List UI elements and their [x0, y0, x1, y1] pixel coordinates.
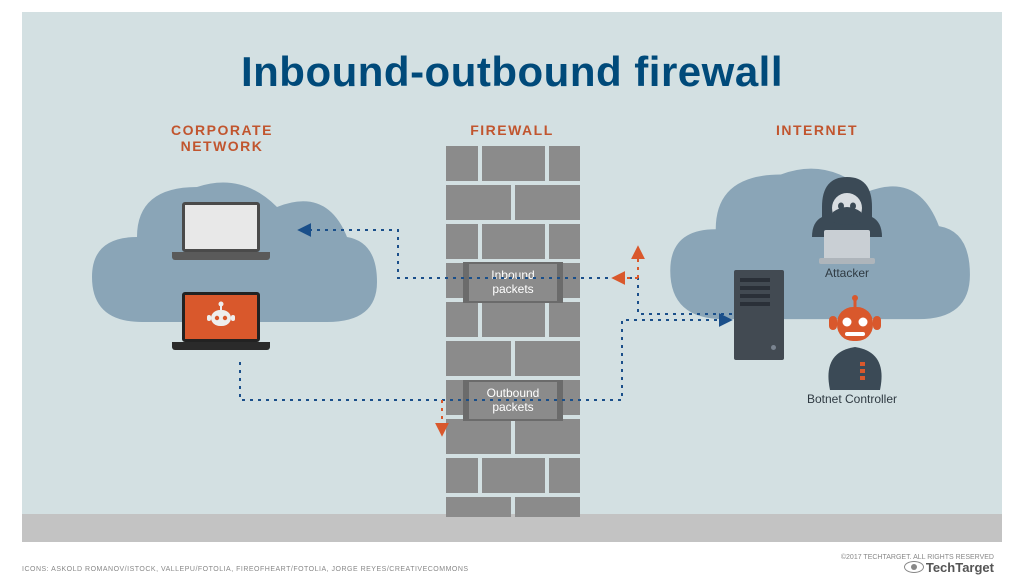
diagram-canvas: Inbound-outbound firewall CORPORATE NETW… [22, 12, 1002, 542]
footer-brand: TechTarget [904, 560, 994, 575]
eye-icon [904, 561, 924, 573]
laptop-clean-icon [182, 202, 270, 260]
botnet-controller-icon [810, 292, 900, 397]
server-icon [734, 270, 784, 360]
ground-strip [22, 514, 1002, 542]
outbound-packets-label: Outbound packets [463, 380, 563, 421]
brand-text: TechTarget [926, 560, 994, 575]
label-firewall: FIREWALL [452, 122, 572, 138]
laptop-infected-icon [182, 292, 270, 350]
inbound-packets-label: Inbound packets [463, 262, 563, 303]
bot-head-icon [206, 300, 236, 334]
diagram-title: Inbound-outbound firewall [22, 48, 1002, 96]
label-corporate: CORPORATE NETWORK [132, 122, 312, 154]
botnet-caption: Botnet Controller [792, 392, 912, 406]
attacker-caption: Attacker [812, 266, 882, 280]
label-internet: INTERNET [757, 122, 877, 138]
firewall-wall-icon [446, 146, 580, 514]
footer-credits: ICONS: ASKOLD ROMANOV/ISTOCK, VALLEPU/FO… [22, 566, 469, 573]
attacker-icon [802, 172, 892, 272]
